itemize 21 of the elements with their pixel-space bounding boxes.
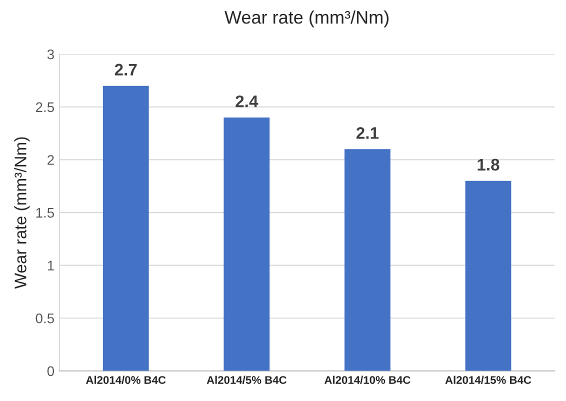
x-tick-label: Al2014/0% B4C — [86, 376, 166, 384]
data-label: 2.1 — [356, 127, 379, 139]
chart-title: Wear rate (mm³/Nm) — [224, 10, 389, 28]
y-tick-label: 3 — [47, 49, 54, 60]
bar — [344, 149, 390, 371]
bar — [224, 117, 270, 371]
y-tick-label: 0.5 — [36, 313, 54, 324]
y-tick-label: 1.5 — [36, 208, 54, 218]
data-label: 1.8 — [478, 158, 500, 171]
y-tick-label: 0 — [47, 366, 54, 376]
x-tick-label: Al2014/5% B4C — [206, 376, 286, 384]
y-tick-label: 1 — [48, 260, 54, 270]
y-tick-label: 2.5 — [36, 102, 54, 112]
bar — [465, 180, 512, 371]
bar — [102, 86, 149, 371]
y-axis-title: Wear rate (mm³/Nm) — [14, 137, 30, 289]
data-label: 2.4 — [236, 95, 258, 108]
y-tick-label: 2 — [48, 155, 54, 165]
x-tick-label: Al2014/15% B4C — [445, 376, 532, 384]
data-label: 2.7 — [114, 64, 137, 76]
x-tick-label: Al2014/10% B4C — [324, 376, 410, 384]
